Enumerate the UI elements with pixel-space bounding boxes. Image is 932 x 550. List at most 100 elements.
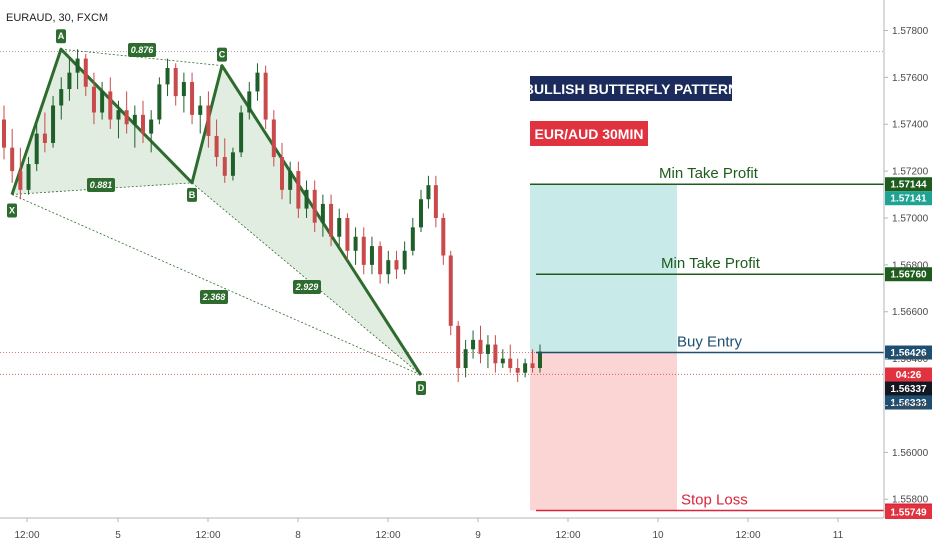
candle-body bbox=[2, 119, 6, 148]
price-tag-text: 1.56760 bbox=[890, 270, 927, 281]
pattern-dotted-ac bbox=[60, 48, 223, 67]
candle-body bbox=[386, 260, 391, 275]
price-tag-bg bbox=[885, 381, 932, 396]
candle-body bbox=[433, 185, 438, 218]
candle-body bbox=[91, 86, 96, 113]
point-label-x: X bbox=[7, 203, 17, 218]
point-text: X bbox=[9, 206, 15, 216]
candle-body bbox=[157, 84, 162, 120]
y-tick-label: 1.57200 bbox=[892, 167, 929, 178]
x-tick-label: 12:00 bbox=[375, 530, 400, 541]
title-banner-bg bbox=[530, 76, 732, 101]
candle-body bbox=[448, 255, 453, 326]
candle-body bbox=[296, 171, 301, 209]
price-tag-extra: 04:26 bbox=[885, 367, 932, 382]
price-tag-bg bbox=[885, 505, 932, 519]
candle-body bbox=[230, 152, 235, 176]
candle-body bbox=[132, 114, 137, 125]
candle-body bbox=[419, 199, 423, 228]
pattern-dotted-bd bbox=[191, 182, 422, 376]
y-tick-label: 1.56000 bbox=[892, 448, 929, 459]
candle-body bbox=[18, 171, 23, 190]
candle-body bbox=[116, 110, 121, 120]
ratio-label: 0.881 bbox=[87, 178, 115, 192]
price-tag-tp2: 1.56760 bbox=[885, 267, 932, 282]
candle-body bbox=[222, 157, 227, 176]
candle-body bbox=[538, 351, 542, 368]
candle-body bbox=[288, 171, 293, 190]
price-tag-extra: 1.56337 bbox=[885, 381, 932, 396]
candle-body bbox=[247, 91, 252, 113]
level-label-tp1: Min Take Profit bbox=[659, 165, 759, 182]
ratio-text: 2.929 bbox=[295, 282, 319, 292]
point-bg bbox=[56, 29, 66, 44]
candle-body bbox=[426, 185, 431, 200]
candle-body bbox=[255, 72, 260, 92]
candle-body bbox=[271, 119, 276, 158]
symbol-label: EURAUD, 30, FXCM bbox=[6, 12, 108, 24]
subtitle-banner-bg bbox=[530, 121, 648, 146]
point-label-a: A bbox=[56, 29, 66, 44]
candle-body bbox=[369, 246, 374, 265]
price-tag-text: 1.57144 bbox=[890, 180, 927, 191]
price-tag-extra: 1.57141 bbox=[885, 191, 932, 206]
pattern-triangle-xab bbox=[12, 49, 192, 195]
candle-body bbox=[165, 67, 170, 85]
candle-body bbox=[42, 133, 47, 143]
x-tick-label: 12:00 bbox=[735, 530, 760, 541]
candle-body bbox=[478, 339, 483, 354]
candle-body bbox=[361, 236, 366, 265]
pattern-triangle-bcd bbox=[192, 65, 421, 376]
ratio-bg bbox=[128, 43, 156, 57]
price-tag-extra: 1.55749 bbox=[885, 505, 932, 519]
candle-body bbox=[83, 58, 88, 87]
candle-body bbox=[530, 363, 535, 368]
candle-body bbox=[320, 203, 325, 223]
candle-body bbox=[471, 339, 476, 350]
candle-body bbox=[108, 91, 113, 120]
candle-body bbox=[263, 72, 268, 120]
candle-body bbox=[214, 135, 219, 158]
ratio-bg bbox=[87, 178, 115, 192]
price-tag-text: 1.56333 bbox=[890, 398, 927, 409]
price-tag-bg bbox=[885, 345, 932, 360]
candle-body bbox=[345, 217, 350, 251]
price-tag-tp1: 1.57144 bbox=[885, 177, 932, 192]
candle-body bbox=[100, 91, 105, 113]
y-tick-label: 1.57800 bbox=[892, 26, 929, 37]
price-tag-bg bbox=[885, 267, 932, 282]
candle-body bbox=[515, 367, 520, 373]
candle-body bbox=[304, 189, 309, 209]
ratio-bg bbox=[200, 290, 228, 304]
x-tick-label: 10 bbox=[652, 530, 664, 541]
point-bg bbox=[7, 203, 17, 218]
candle-body bbox=[329, 203, 334, 237]
candle-body bbox=[59, 89, 64, 106]
candle-body bbox=[51, 105, 56, 143]
price-tag-text: 1.55749 bbox=[890, 508, 927, 519]
x-tick-label: 8 bbox=[295, 530, 301, 541]
candle-body bbox=[394, 260, 399, 270]
y-tick-label: 1.57400 bbox=[892, 120, 929, 131]
y-tick-label: 1.56800 bbox=[892, 260, 929, 271]
candle-body bbox=[402, 250, 407, 270]
ratio-label: 2.929 bbox=[293, 280, 321, 294]
point-label-d: D bbox=[416, 381, 426, 396]
candle-body bbox=[26, 164, 31, 190]
y-tick-label: 1.56400 bbox=[892, 354, 929, 365]
ratio-text: 0.881 bbox=[90, 180, 113, 190]
price-tag-bg bbox=[885, 177, 932, 192]
candle-body bbox=[500, 358, 505, 364]
title-banner: BULLISH BUTTERFLY PATTERN bbox=[524, 81, 738, 97]
candle-body bbox=[441, 217, 446, 256]
pattern-legs bbox=[10, 47, 423, 376]
point-text: D bbox=[418, 383, 425, 393]
point-label-c: C bbox=[217, 47, 227, 62]
price-tag-text: 1.56426 bbox=[890, 348, 927, 359]
candle-body bbox=[485, 344, 490, 354]
candle-body bbox=[280, 157, 284, 190]
candle-body bbox=[493, 344, 498, 364]
y-tick-label: 1.56200 bbox=[892, 401, 929, 412]
